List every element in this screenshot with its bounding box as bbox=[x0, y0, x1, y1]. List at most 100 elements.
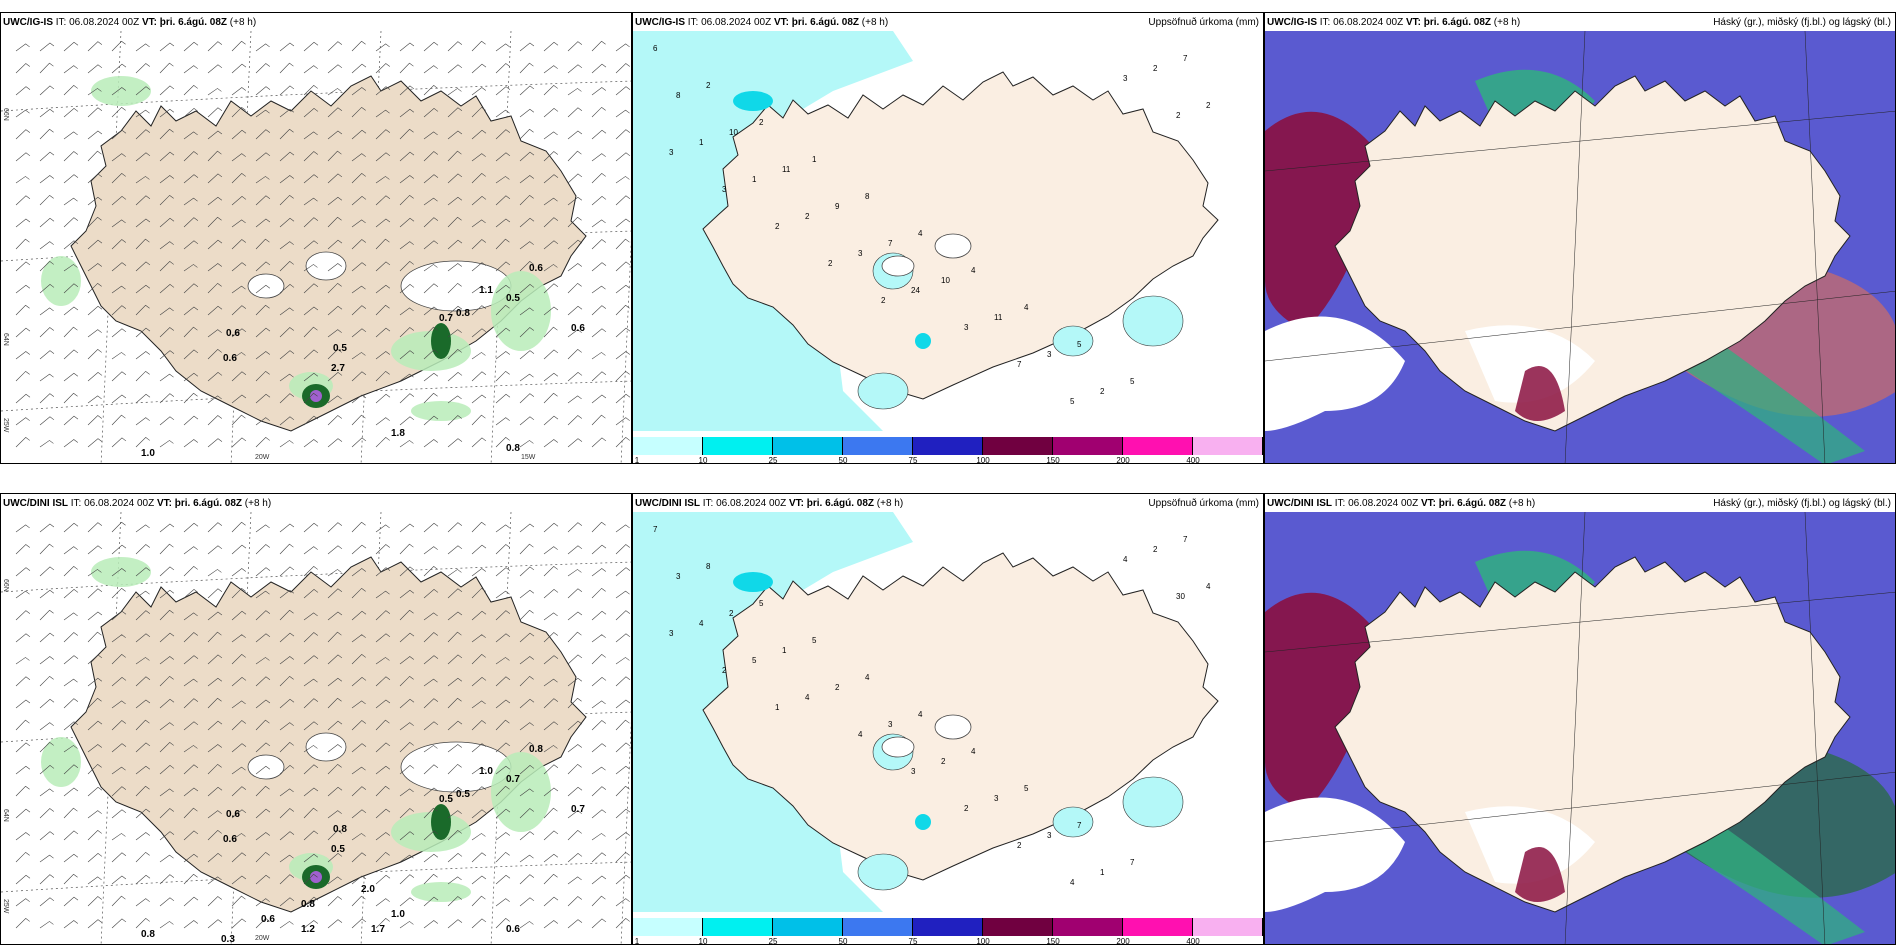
wind-barb bbox=[375, 742, 391, 753]
wind-value: 1.1 bbox=[479, 285, 493, 296]
wind-barb bbox=[207, 522, 223, 533]
clear-sky-area bbox=[1465, 325, 1595, 403]
wind-barb bbox=[135, 785, 150, 797]
precip-value: 1 bbox=[752, 175, 757, 184]
lat-label: 64N bbox=[2, 333, 9, 346]
wind-barb bbox=[303, 896, 319, 907]
glacier bbox=[934, 233, 972, 259]
wind-barb bbox=[111, 568, 126, 577]
wind-barb bbox=[63, 326, 78, 338]
wind-barb bbox=[591, 654, 606, 665]
wind-barb bbox=[423, 807, 438, 819]
colorbar-tick-label: 10 bbox=[698, 937, 708, 945]
wind-barb bbox=[207, 107, 223, 118]
colorbar-segment bbox=[1193, 918, 1263, 936]
wind-barb bbox=[159, 327, 174, 338]
wind-barb bbox=[591, 918, 607, 929]
wind-barb bbox=[279, 523, 295, 533]
wind-barb bbox=[279, 831, 295, 841]
colorbar-tick-label: 50 bbox=[838, 456, 848, 464]
colorbar-segment bbox=[983, 437, 1053, 455]
wind-barb bbox=[183, 873, 198, 885]
wind-barb bbox=[303, 830, 319, 841]
wind-barb bbox=[567, 919, 583, 929]
precip-value: 3 bbox=[888, 720, 893, 729]
wind-barb bbox=[159, 440, 174, 448]
panel-header: UWC/IG-IS IT: 06.08.2024 00Z VT: þri. 6.… bbox=[1267, 15, 1893, 31]
wind-barb bbox=[87, 763, 102, 775]
wind-barb bbox=[111, 700, 126, 709]
precip-shading bbox=[391, 331, 471, 371]
cloud-title: Háský (gr.), miðský (fj.bl.) og lágský (… bbox=[1713, 498, 1891, 509]
wind-barb bbox=[39, 62, 54, 74]
cloud-map bbox=[1265, 512, 1895, 944]
lon-label: 15W bbox=[521, 454, 536, 461]
wind-barb bbox=[327, 677, 343, 687]
wind-barb bbox=[543, 415, 559, 426]
mid-cloud-area bbox=[1515, 847, 1565, 902]
wind-barb bbox=[159, 523, 175, 533]
wind-barb bbox=[423, 217, 439, 228]
wind-barb bbox=[567, 173, 583, 184]
wind-barb bbox=[519, 62, 534, 74]
precip-value: 7 bbox=[1183, 535, 1188, 544]
wind-barb bbox=[543, 873, 558, 885]
wind-barb bbox=[39, 108, 55, 118]
wind-barb bbox=[279, 327, 294, 338]
grid-line bbox=[1265, 110, 1895, 172]
colorbar-tick-label: 10 bbox=[698, 456, 708, 464]
wind-barb bbox=[327, 64, 343, 74]
wind-barb bbox=[111, 40, 126, 52]
wind-barb bbox=[615, 238, 630, 250]
wind-barb bbox=[63, 217, 79, 228]
colorbar-segment bbox=[843, 918, 913, 936]
wind-barb bbox=[351, 285, 366, 294]
wind-barb bbox=[15, 437, 30, 448]
wind-barb bbox=[447, 263, 462, 272]
wind-barb bbox=[519, 765, 535, 775]
wind-barb bbox=[207, 720, 223, 731]
wind-barb bbox=[15, 874, 31, 885]
precip-value: 3 bbox=[1047, 831, 1052, 840]
wind-barb bbox=[351, 305, 367, 316]
wind-barb bbox=[447, 588, 463, 599]
wind-barb bbox=[39, 656, 54, 665]
wind-barb bbox=[375, 633, 391, 643]
wind-barb bbox=[591, 587, 606, 599]
wind-barb bbox=[495, 590, 510, 599]
wind-barb bbox=[423, 240, 439, 250]
wind-barb bbox=[423, 264, 438, 272]
precip-value-labels: 6221844455781011971011322211232437532332… bbox=[653, 44, 1211, 406]
wind-barb bbox=[471, 852, 487, 863]
precip-value: 3 bbox=[722, 185, 727, 194]
wind-barb bbox=[423, 151, 438, 162]
wind-barb bbox=[447, 305, 463, 316]
wind-barb bbox=[375, 524, 390, 533]
wind-barb bbox=[495, 851, 510, 863]
wind-barb bbox=[519, 241, 534, 250]
wind-barb bbox=[327, 372, 343, 382]
wind-value-labels: 0.60.60.80.50.5 0.50.70.81.00.70.60.81.01… bbox=[141, 744, 585, 944]
wind-value: 1.0 bbox=[141, 448, 155, 459]
colorbar-segment bbox=[1053, 918, 1123, 936]
wind-barb bbox=[351, 568, 366, 577]
colorbar-tick-label: 50 bbox=[838, 937, 848, 945]
wind-barb bbox=[543, 264, 558, 272]
wind-barb bbox=[15, 43, 30, 52]
wind-barb bbox=[375, 544, 390, 555]
precip-value: 5 bbox=[1070, 397, 1075, 406]
wind-barb bbox=[159, 350, 175, 360]
wind-barb bbox=[39, 897, 55, 907]
wind-barb bbox=[423, 787, 439, 797]
wind-barb bbox=[351, 654, 366, 665]
wind-barb bbox=[591, 40, 606, 52]
wind-barb bbox=[255, 417, 270, 426]
wind-barb bbox=[615, 370, 630, 382]
wind-barb bbox=[375, 109, 390, 118]
wind-barb bbox=[591, 106, 606, 118]
wind-barb bbox=[255, 676, 271, 687]
wind-barb bbox=[231, 610, 247, 621]
wind-barb bbox=[327, 786, 343, 797]
colorbar-tick-label: 1 bbox=[634, 456, 640, 464]
wind-barb bbox=[39, 241, 54, 250]
